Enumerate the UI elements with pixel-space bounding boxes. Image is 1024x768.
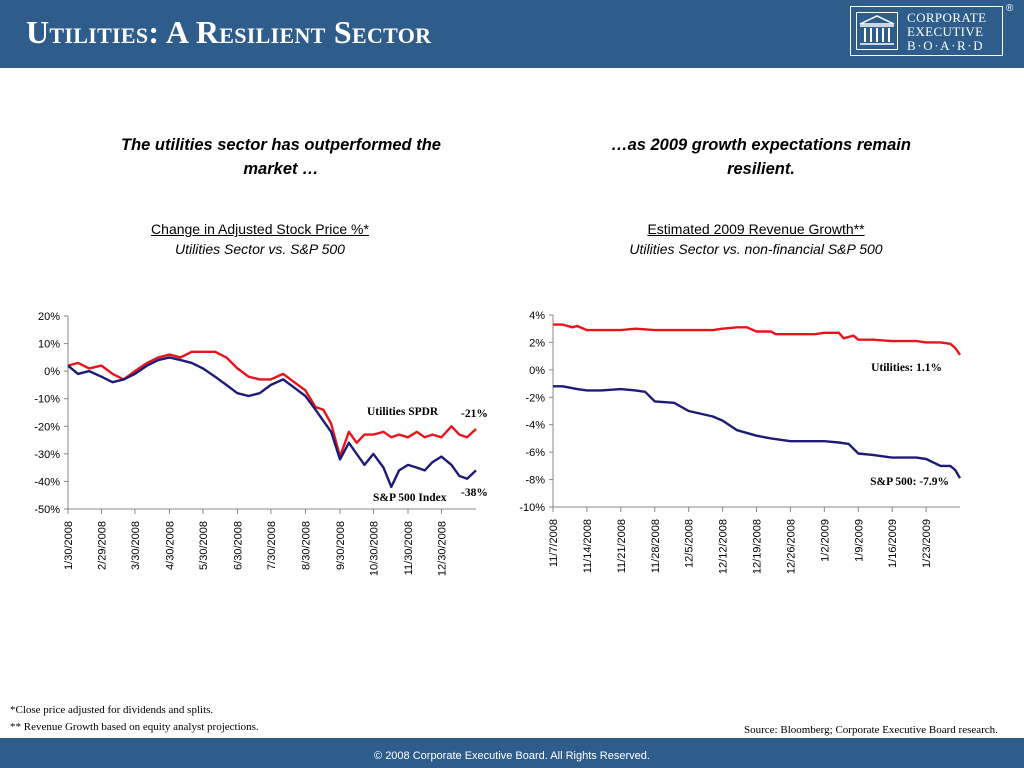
right-headline: …as 2009 growth expectations remain resi… <box>611 136 911 178</box>
corporate-executive-board-logo: CORPORATE EXECUTIVE B·O·A·R·D <box>850 6 1003 56</box>
right-chart-x-tick-label: 1/9/2009 <box>853 519 865 562</box>
right-chart-title: Estimated 2009 Revenue Growth** <box>647 221 865 237</box>
left-chart-x-tick-label: 10/30/2008 <box>368 521 380 576</box>
right-chart-x-tick-label: 1/23/2009 <box>921 519 933 568</box>
logo-line-3: B·O·A·R·D <box>907 38 985 53</box>
right-chart-y-tick-label: -6% <box>525 447 545 459</box>
right-chart-y-tick-label: -2% <box>525 392 545 404</box>
right-chart-x-tick-label: 11/28/2008 <box>650 519 662 573</box>
right-chart-y-tick-label: -4% <box>525 420 545 432</box>
left-chart-x-tick-label: 3/30/2008 <box>130 521 142 570</box>
left-chart-x-tick-label: 1/30/2008 <box>63 521 75 570</box>
left-chart-x-tick-label: 8/30/2008 <box>300 521 312 570</box>
right-chart-x-tick-label: 12/19/2008 <box>752 519 764 574</box>
left-chart-y-tick-label: 0% <box>44 366 60 378</box>
right-chart-series-end-label: Utilities: 1.1% <box>871 362 942 374</box>
right-chart-x-tick-label: 11/7/2008 <box>548 519 560 567</box>
left-chart-x-tick-label: 7/30/2008 <box>266 521 278 570</box>
right-chart-x-tick-label: 12/5/2008 <box>684 519 696 568</box>
source-note: Source: Bloomberg; Corporate Executive B… <box>744 724 998 736</box>
right-chart-subtitle: Utilities Sector vs. non-financial S&P 5… <box>629 241 883 257</box>
left-chart-x-tick-label: 9/30/2008 <box>335 521 347 570</box>
left-chart-series-end-label: -38% <box>461 487 488 499</box>
footer-bar: © 2008 Corporate Executive Board. All Ri… <box>0 738 1024 768</box>
left-chart-y-tick-label: 10% <box>38 339 60 351</box>
left-chart-heading: Change in Adjusted Stock Price %* Utilit… <box>80 219 440 259</box>
right-chart-x-tick-label: 11/21/2008 <box>616 519 628 573</box>
footnote-1: *Close price adjusted for dividends and … <box>10 704 214 716</box>
left-chart-title: Change in Adjusted Stock Price %* <box>151 221 369 237</box>
left-chart-y-tick-label: -40% <box>34 476 60 488</box>
left-chart-x-tick-label: 12/30/2008 <box>436 521 448 576</box>
right-chart-x-tick-label: 12/12/2008 <box>718 519 730 574</box>
right-chart-x-tick-label: 1/2/2009 <box>819 519 831 562</box>
left-chart-y-tick-label: -20% <box>34 421 60 433</box>
building-icon <box>856 12 898 50</box>
right-chart-y-tick-label: 2% <box>529 337 545 349</box>
left-chart-series-line-1 <box>67 350 477 458</box>
left-chart-series-end-label: -21% <box>461 408 488 420</box>
left-chart-y-tick-label: 20% <box>38 311 60 323</box>
right-chart-y-tick-label: -8% <box>525 475 545 487</box>
registered-mark: ® <box>1006 3 1014 14</box>
footnote-2: ** Revenue Growth based on equity analys… <box>10 721 259 733</box>
right-chart-x-tick-label: 12/26/2008 <box>785 519 797 574</box>
left-chart-x-tick-label: 6/30/2008 <box>232 521 244 570</box>
left-chart-series-line-2 <box>67 356 477 489</box>
right-chart-y-tick-label: -10% <box>519 502 545 514</box>
left-chart-y-tick-label: -30% <box>34 449 60 461</box>
slide-title: Utilities: A Resilient Sector <box>26 14 432 50</box>
left-chart-series-name-label: S&P 500 Index <box>373 492 447 504</box>
left-chart-x-tick-label: 5/30/2008 <box>198 521 210 570</box>
logo-line-2: EXECUTIVE <box>907 24 984 39</box>
left-chart-x-tick-label: 2/29/2008 <box>96 521 108 570</box>
left-chart-y-tick-label: -10% <box>34 394 60 406</box>
logo-line-1: CORPORATE <box>907 10 987 25</box>
left-chart-x-tick-label: 11/30/2008 <box>403 521 415 575</box>
right-chart-series-line-1 <box>553 323 961 356</box>
right-chart-x-tick-label: 11/14/2008 <box>582 519 594 573</box>
title-bar: Utilities: A Resilient Sector CORPORATE … <box>0 0 1024 68</box>
right-chart-y-tick-label: 4% <box>529 310 545 322</box>
right-chart-heading: Estimated 2009 Revenue Growth** Utilitie… <box>575 219 937 259</box>
left-chart-subtitle: Utilities Sector vs. S&P 500 <box>175 241 345 257</box>
copyright: © 2008 Corporate Executive Board. All Ri… <box>374 750 650 762</box>
right-chart-series-line-2 <box>553 385 962 479</box>
left-chart-x-tick-label: 4/30/2008 <box>164 521 176 570</box>
right-chart-y-tick-label: 0% <box>529 365 545 377</box>
left-chart-series-name-label: Utilities SPDR <box>367 406 439 418</box>
left-chart-y-tick-label: -50% <box>34 504 60 516</box>
right-chart-x-tick-label: 1/16/2009 <box>887 519 899 568</box>
left-headline: The utilities sector has outperformed th… <box>121 136 441 178</box>
right-chart-series-end-label: S&P 500: -7.9% <box>870 476 949 488</box>
